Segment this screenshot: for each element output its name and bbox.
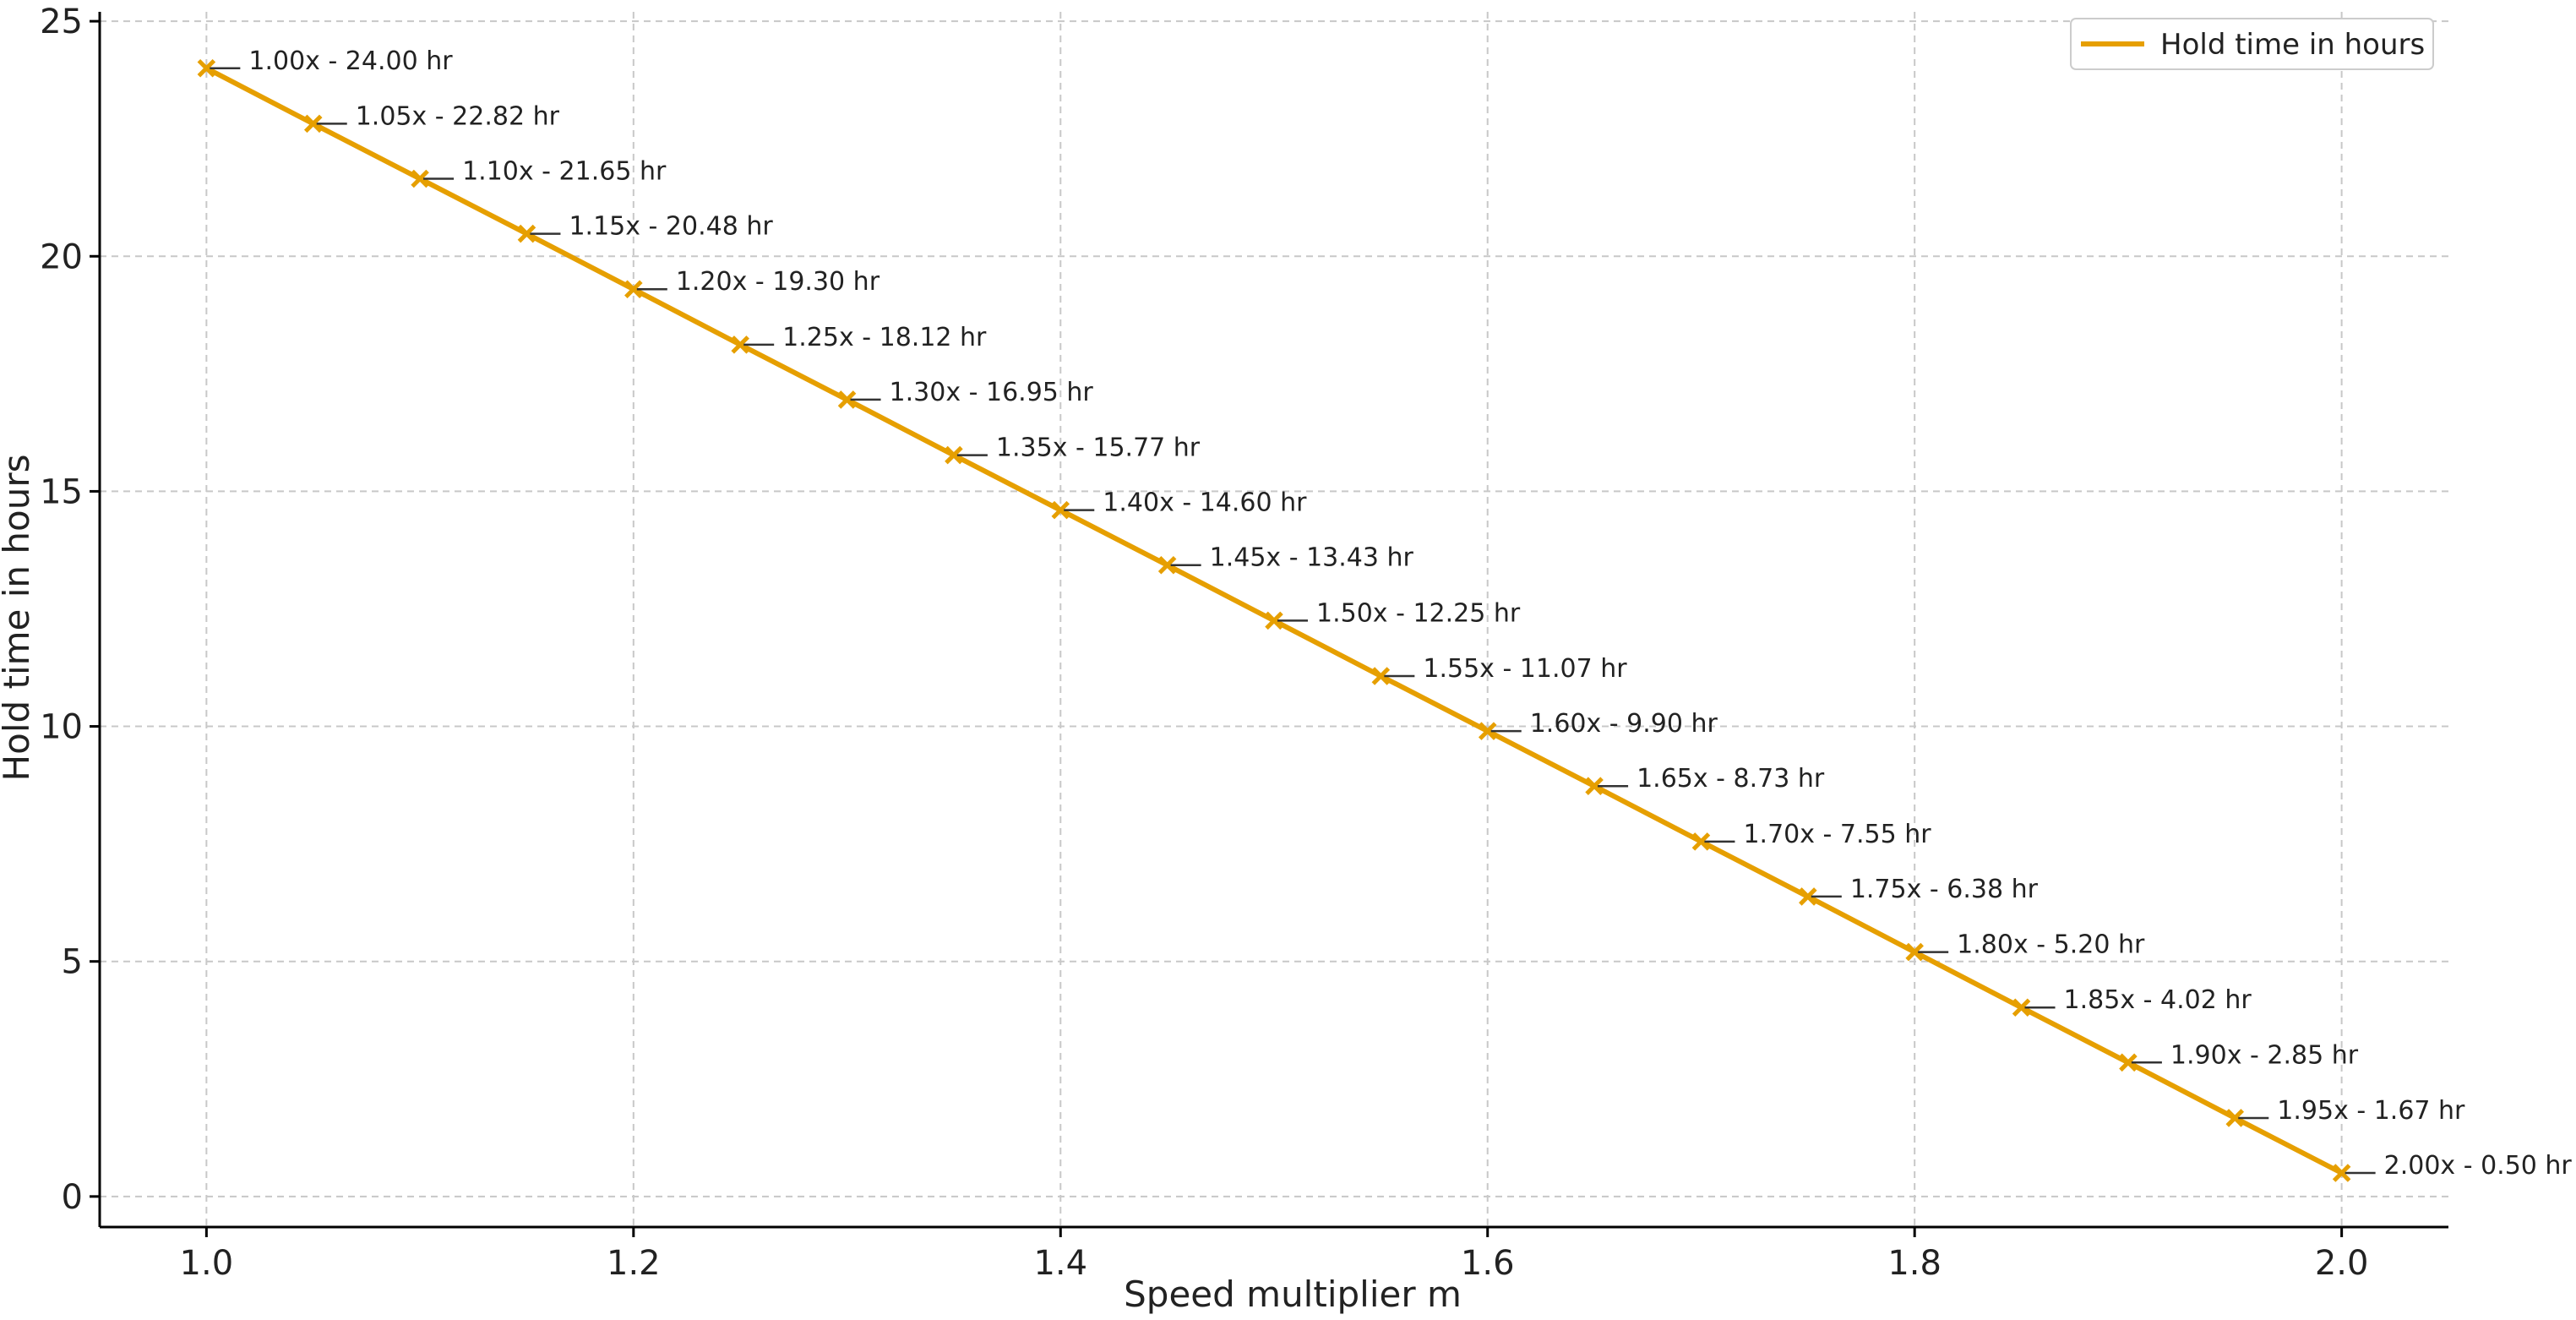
data-label: 1.30x - 16.95 hr bbox=[890, 378, 1094, 407]
grid bbox=[100, 12, 2448, 1227]
x-tick-label: 2.0 bbox=[2315, 1244, 2369, 1283]
data-label: 1.70x - 7.55 hr bbox=[1743, 820, 1931, 849]
data-point-marker bbox=[1478, 722, 1497, 740]
data-label: 1.40x - 14.60 hr bbox=[1103, 488, 1307, 518]
data-point-marker bbox=[517, 224, 536, 243]
data-point-marker bbox=[1157, 555, 1177, 575]
data-point-marker bbox=[624, 280, 643, 298]
data-point-marker bbox=[1799, 887, 1817, 906]
y-tick-label: 0 bbox=[62, 1178, 83, 1217]
data-label: 1.60x - 9.90 hr bbox=[1530, 709, 1718, 739]
series-layer bbox=[197, 58, 2351, 1182]
data-point-marker bbox=[2332, 1164, 2351, 1182]
x-tick-label: 1.0 bbox=[180, 1244, 234, 1283]
y-axis-label: Hold time in hours bbox=[0, 455, 37, 782]
data-point-marker bbox=[1585, 777, 1604, 795]
y-tick-label: 10 bbox=[40, 708, 83, 747]
data-label: 1.15x - 20.48 hr bbox=[569, 212, 773, 242]
y-tick-label: 15 bbox=[40, 472, 83, 511]
data-label: 1.05x - 22.82 hr bbox=[356, 101, 560, 131]
data-point-marker bbox=[945, 445, 963, 465]
x-tick-label: 1.4 bbox=[1033, 1244, 1087, 1283]
axes: 1.0 1.2 1.4 1.6 1.8 2.0 0 5 10 15 20 25 bbox=[40, 3, 2448, 1283]
data-label: 1.55x - 11.07 hr bbox=[1423, 654, 1627, 684]
data-label: 1.45x - 13.43 hr bbox=[1210, 543, 1414, 573]
data-point-marker bbox=[837, 390, 857, 409]
data-point-marker bbox=[1905, 942, 1924, 962]
data-label: 1.80x - 5.20 hr bbox=[1957, 930, 2145, 960]
y-tick-label: 5 bbox=[62, 943, 83, 982]
data-label: 1.00x - 24.00 hr bbox=[248, 46, 453, 76]
data-point-marker bbox=[1691, 832, 1711, 851]
data-label: 1.20x - 19.30 hr bbox=[676, 267, 880, 297]
data-point-marker bbox=[731, 335, 749, 354]
legend-entry: Hold time in hours bbox=[2160, 28, 2425, 62]
x-tick-label: 1.8 bbox=[1887, 1244, 1942, 1283]
data-labels: 1.00x - 24.00 hr 1.05x - 22.82 hr 1.10x - … bbox=[210, 46, 2572, 1181]
legend: Hold time in hours bbox=[2070, 18, 2434, 70]
data-label: 1.75x - 6.38 hr bbox=[1850, 875, 2039, 904]
data-point-marker bbox=[411, 169, 429, 188]
data-label: 1.65x - 8.73 hr bbox=[1637, 764, 1825, 794]
data-label: 1.35x - 15.77 hr bbox=[996, 434, 1201, 463]
data-label: 1.50x - 12.25 hr bbox=[1316, 598, 1521, 628]
data-point-marker bbox=[2012, 998, 2031, 1017]
y-tick-label: 25 bbox=[40, 3, 83, 41]
data-point-marker bbox=[1265, 611, 1283, 630]
data-point-marker bbox=[1371, 667, 1391, 685]
x-axis-label: Speed multiplier m bbox=[1124, 1274, 1462, 1315]
data-label: 1.90x - 2.85 hr bbox=[2170, 1040, 2359, 1070]
x-tick-label: 1.2 bbox=[607, 1244, 661, 1283]
data-point-marker bbox=[197, 58, 216, 78]
data-label: 2.00x - 0.50 hr bbox=[2384, 1151, 2573, 1181]
data-label: 1.95x - 1.67 hr bbox=[2277, 1096, 2465, 1126]
data-point-marker bbox=[303, 114, 323, 134]
x-tick-label: 1.6 bbox=[1461, 1244, 1515, 1283]
data-label: 1.25x - 18.12 hr bbox=[782, 323, 987, 352]
data-point-marker bbox=[1051, 500, 1070, 520]
data-label: 1.10x - 21.65 hr bbox=[462, 156, 667, 186]
data-label: 1.85x - 4.02 hr bbox=[2064, 985, 2252, 1015]
data-point-marker bbox=[2119, 1053, 2138, 1072]
y-tick-label: 20 bbox=[40, 237, 83, 276]
data-point-marker bbox=[2225, 1109, 2245, 1127]
legend-frame bbox=[2070, 18, 2434, 70]
